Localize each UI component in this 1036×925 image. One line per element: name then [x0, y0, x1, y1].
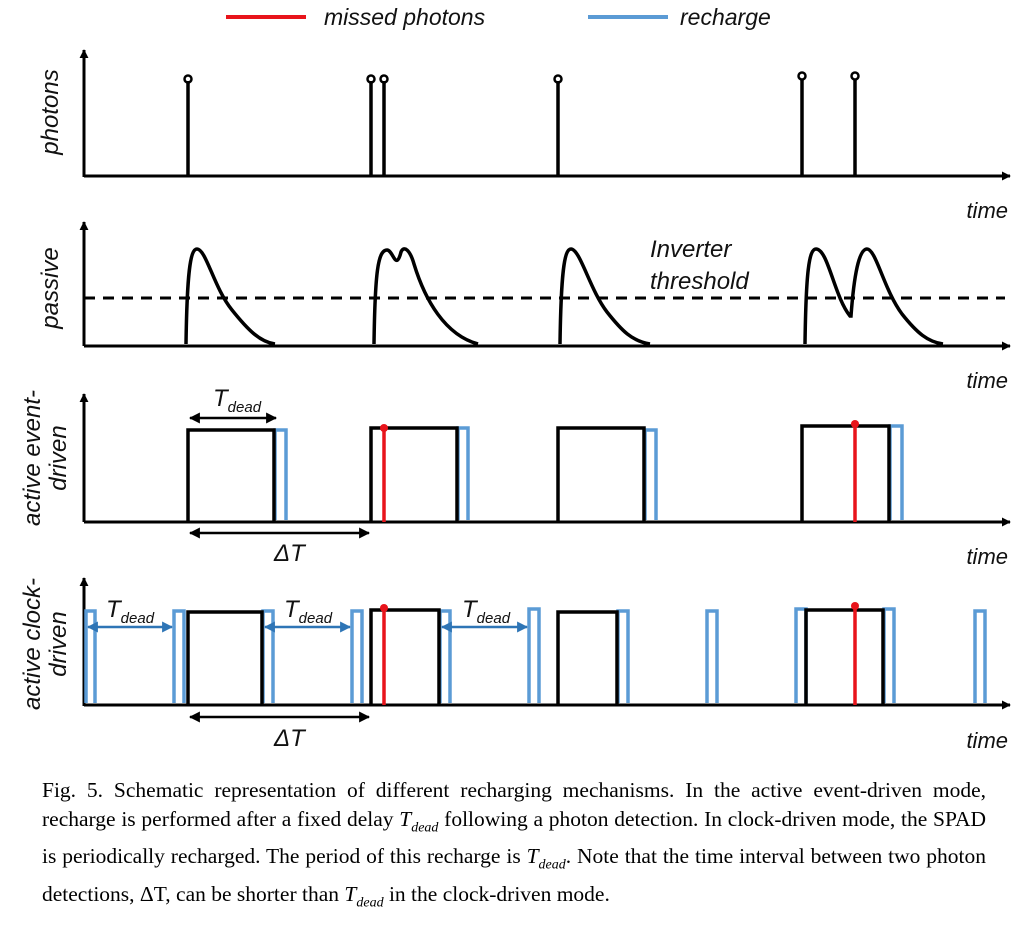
caption-part-4: in the clock-driven mode. — [383, 881, 610, 906]
caption-dead-sub: dead — [411, 820, 439, 836]
event-missed-photon — [380, 424, 388, 522]
photon-event — [183, 74, 193, 176]
event-recharge-pulse — [456, 426, 470, 520]
clock-missed-photon — [380, 604, 388, 705]
legend-missed-label: missed photons — [324, 4, 486, 30]
panel-passive: passive time Inverter threshold — [37, 221, 1011, 393]
event-dead-pulse — [800, 424, 891, 522]
legend-recharge-label: recharge — [680, 4, 771, 30]
passive-y-label: passive — [37, 247, 64, 329]
threshold-label-line1: Inverter — [650, 236, 732, 263]
caption-part-3: . Note that the time interval between tw… — [42, 844, 986, 906]
threshold-label-line2: threshold — [650, 268, 749, 295]
passive-pulse — [803, 247, 944, 346]
panel-active-clock-driven: active clock- driven time Tdead Tdead Td… — [19, 577, 1011, 753]
passive-pulse — [558, 247, 651, 346]
caption-dead-sub: dead — [538, 857, 566, 873]
photon-events — [183, 71, 860, 176]
event-delta-t-label: ΔT — [273, 540, 307, 567]
event-y-label-line2: driven — [45, 425, 72, 490]
event-time-label: time — [966, 544, 1008, 569]
photon-event — [850, 71, 860, 176]
caption-tdead-1: Tdead — [399, 807, 438, 835]
recharging-mechanisms-diagram: missed photons recharge photons time pas… — [19, 4, 1011, 753]
tdead-sub: dead — [228, 399, 262, 416]
event-dead-pulse — [186, 428, 276, 522]
clock-y-label-line2: driven — [45, 611, 72, 676]
clock-tdead-label: Tdead — [284, 596, 333, 627]
tdead-sub: dead — [299, 610, 333, 627]
clock-dead-pulse — [369, 608, 441, 705]
clock-y-label-line1: active clock- — [19, 578, 46, 710]
caption-tdead-3: Tdead — [344, 881, 383, 910]
tdead-sub: dead — [121, 610, 155, 627]
event-recharge-pulse — [273, 428, 288, 520]
clock-recharge-pulse — [705, 609, 719, 703]
clock-tdead-label: Tdead — [462, 596, 511, 627]
panel-active-event-driven: active event- driven time Tdead ΔT — [19, 385, 1011, 569]
clock-dead-pulse — [804, 608, 885, 705]
clock-recharge-pulse — [882, 607, 896, 703]
caption-t: T — [399, 807, 412, 831]
clock-recharge-pulse — [438, 609, 452, 703]
caption-t: T — [526, 844, 539, 869]
photon-event — [379, 74, 389, 176]
clock-recharge-pulse — [261, 609, 275, 703]
event-dead-pulse — [369, 426, 459, 522]
clock-missed-photon — [851, 602, 859, 705]
tdead-main: T — [462, 596, 479, 623]
caption-t: T — [344, 881, 357, 906]
tdead-main: T — [106, 596, 123, 623]
event-tdead-label: Tdead — [213, 385, 262, 416]
clock-recharge-pulse — [350, 609, 364, 703]
caption-part-2: following a photon detection. In clock-d… — [42, 807, 986, 869]
clock-dead-pulse — [186, 610, 264, 705]
photon-event — [366, 74, 376, 176]
event-dead-pulse — [556, 426, 646, 522]
clock-dead-pulse — [556, 610, 619, 705]
event-recharge-pulse — [888, 424, 904, 520]
clock-delta-t-label: ΔT — [273, 725, 307, 752]
caption-tdead-2: Tdead — [526, 844, 566, 872]
photon-event — [553, 74, 563, 176]
event-recharge-pulse — [643, 428, 658, 520]
event-y-label-line1: active event- — [19, 390, 46, 526]
passive-pulse — [372, 247, 479, 346]
passive-pulse — [184, 247, 276, 346]
tdead-main: T — [284, 596, 301, 623]
clock-recharge-pulse — [84, 609, 97, 703]
panel-photons: photons time — [37, 49, 1011, 223]
clock-time-label: time — [966, 728, 1008, 753]
clock-tdead-label: Tdead — [106, 596, 155, 627]
clock-recharge-pulse — [172, 609, 186, 703]
figure-caption: Fig. 5. Schematic representation of diff… — [42, 776, 986, 917]
photons-time-label: time — [966, 198, 1008, 223]
caption-part-1: Fig. 5. Schematic representation of diff… — [42, 778, 986, 831]
tdead-main: T — [213, 385, 230, 412]
photon-event — [797, 71, 807, 176]
clock-recharge-pulse — [973, 609, 987, 703]
caption-dead-sub: dead — [356, 894, 384, 910]
legend: missed photons recharge — [226, 4, 771, 30]
tdead-sub: dead — [477, 610, 511, 627]
photons-y-label: photons — [37, 69, 64, 155]
clock-recharge-pulse — [527, 607, 541, 703]
event-missed-photon — [851, 420, 859, 522]
passive-time-label: time — [966, 368, 1008, 393]
clock-recharge-pulse — [616, 609, 630, 703]
